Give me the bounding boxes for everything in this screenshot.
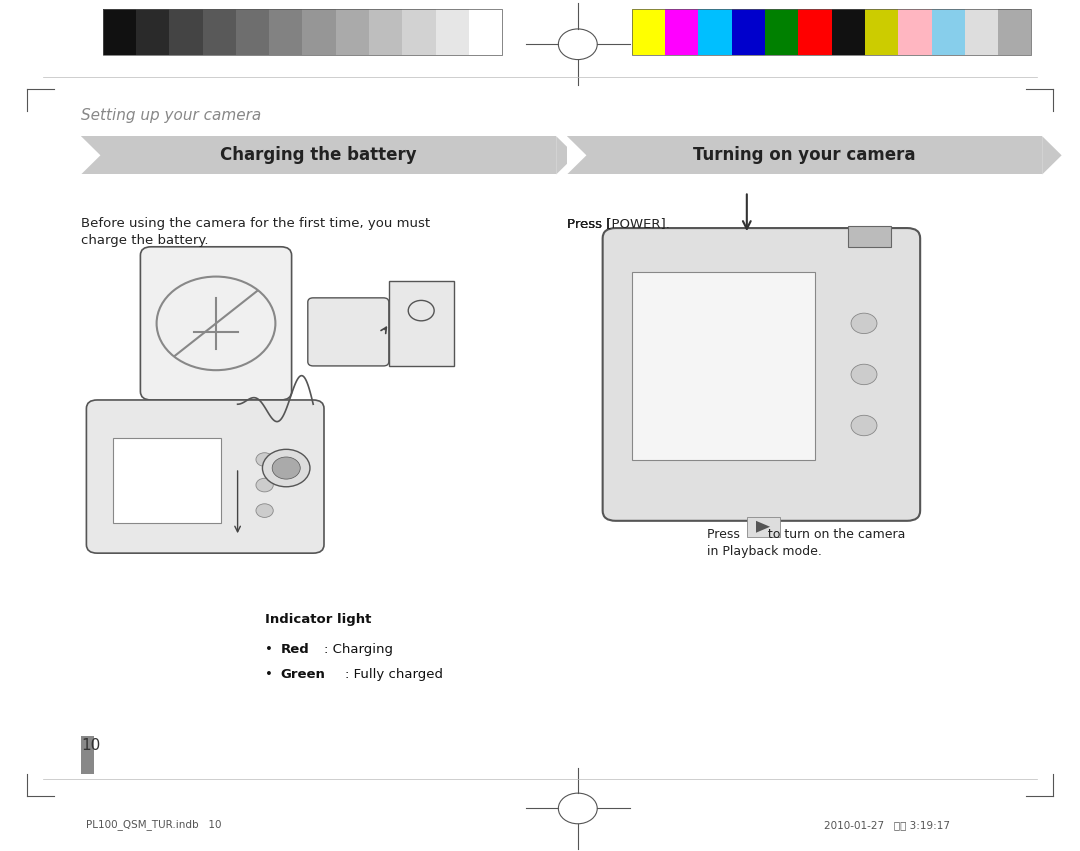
Bar [848,226,891,247]
Bar [170,9,203,55]
Bar [699,9,732,55]
Bar [103,9,136,55]
Text: 10: 10 [81,738,100,753]
Text: Press [: Press [ [567,217,611,230]
Bar [931,9,964,55]
Text: Red: Red [281,643,310,655]
Bar [403,9,435,55]
Bar [732,9,765,55]
Polygon shape [756,521,770,533]
Circle shape [262,449,310,487]
Bar [998,9,1031,55]
Bar [369,9,402,55]
Circle shape [256,453,273,466]
Bar [103,9,502,55]
Circle shape [851,415,877,436]
Text: Green: Green [281,668,326,681]
Circle shape [851,364,877,385]
Bar [765,9,798,55]
Bar [632,272,815,460]
Polygon shape [567,136,586,174]
Text: •: • [265,668,276,681]
Bar [865,9,899,55]
FancyBboxPatch shape [567,136,1042,174]
Text: •: • [265,643,276,655]
Bar [832,9,865,55]
Polygon shape [81,136,100,174]
Text: Indicator light: Indicator light [265,613,370,625]
Text: Press [: Press [ [567,217,611,230]
Text: Setting up your camera: Setting up your camera [81,108,261,123]
Bar [203,9,235,55]
FancyBboxPatch shape [81,136,556,174]
Circle shape [256,504,273,517]
Text: : Charging: : Charging [324,643,393,655]
Bar [235,9,269,55]
FancyBboxPatch shape [747,517,780,537]
Bar [469,9,502,55]
Bar [269,9,302,55]
FancyBboxPatch shape [308,298,389,366]
FancyBboxPatch shape [140,247,292,400]
Bar [302,9,336,55]
Circle shape [851,313,877,334]
Bar [798,9,832,55]
Text: 2010-01-27   오후 3:19:17: 2010-01-27 오후 3:19:17 [824,820,950,830]
Bar [136,9,170,55]
Bar [665,9,699,55]
Bar [435,9,469,55]
Bar [899,9,932,55]
Polygon shape [1042,136,1062,174]
Bar [336,9,369,55]
Text: Press       to turn on the camera
in Playback mode.: Press to turn on the camera in Playback … [707,528,906,557]
Text: PL100_QSM_TUR.indb   10: PL100_QSM_TUR.indb 10 [86,819,221,830]
Bar [389,281,454,366]
FancyBboxPatch shape [86,400,324,553]
Text: : Fully charged: : Fully charged [345,668,443,681]
Circle shape [256,478,273,492]
Text: Turning on your camera: Turning on your camera [693,146,916,164]
Bar [964,9,998,55]
Bar [81,736,94,774]
Circle shape [272,457,300,479]
Text: Charging the battery: Charging the battery [220,146,417,164]
Polygon shape [556,136,576,174]
Bar [113,438,221,523]
Bar [632,9,665,55]
Text: Press [POWER].: Press [POWER]. [567,217,670,230]
FancyBboxPatch shape [603,228,920,521]
Text: Before using the camera for the first time, you must
charge the battery.: Before using the camera for the first ti… [81,217,430,247]
Bar [632,9,1031,55]
